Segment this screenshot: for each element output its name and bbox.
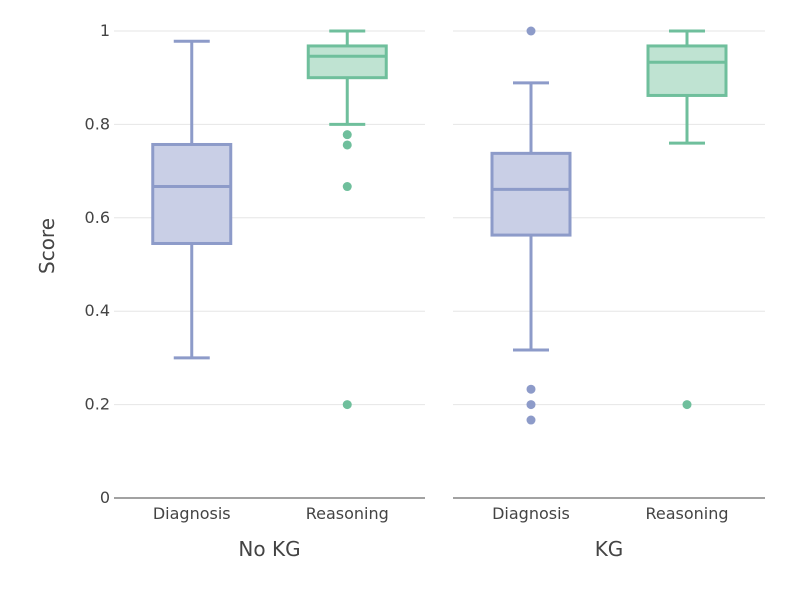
- iqr-box: [490, 151, 572, 237]
- x-tick-label: Reasoning: [306, 504, 389, 523]
- box-diagnosis: [151, 39, 233, 360]
- x-tick-label: Diagnosis: [153, 504, 231, 523]
- y-tick-label: 0.2: [85, 395, 110, 414]
- outlier-point: [342, 182, 352, 192]
- y-tick-label: 0.6: [85, 208, 110, 227]
- y-tick-label: 0: [100, 488, 110, 507]
- y-tick-label: 0.4: [85, 301, 110, 320]
- box-reasoning: [646, 29, 728, 410]
- outlier-point: [526, 415, 536, 425]
- panel-title: KG: [595, 537, 624, 561]
- outlier-point: [526, 26, 536, 36]
- x-tick-label: Reasoning: [645, 504, 728, 523]
- box-layer: [151, 26, 728, 425]
- iqr-box: [646, 44, 728, 97]
- outlier-point: [526, 384, 536, 394]
- panel-title: No KG: [238, 537, 300, 561]
- label-layer: 0 0.2 0.4 0.6 0.8 1 Diagnosis Reasoning No KG Dia…: [85, 21, 729, 561]
- outlier-point: [342, 140, 352, 150]
- box-reasoning: [306, 29, 388, 410]
- y-axis-title: Score: [35, 218, 59, 274]
- outlier-point: [526, 400, 536, 410]
- outlier-point: [342, 130, 352, 140]
- x-tick-label: Diagnosis: [492, 504, 570, 523]
- outlier-point: [342, 400, 352, 410]
- iqr-box: [306, 44, 388, 80]
- iqr-box: [151, 142, 233, 245]
- y-tick-label: 0.8: [85, 114, 110, 133]
- y-tick-label: 1: [100, 21, 110, 40]
- outlier-point: [682, 400, 692, 410]
- box-diagnosis: [490, 26, 572, 425]
